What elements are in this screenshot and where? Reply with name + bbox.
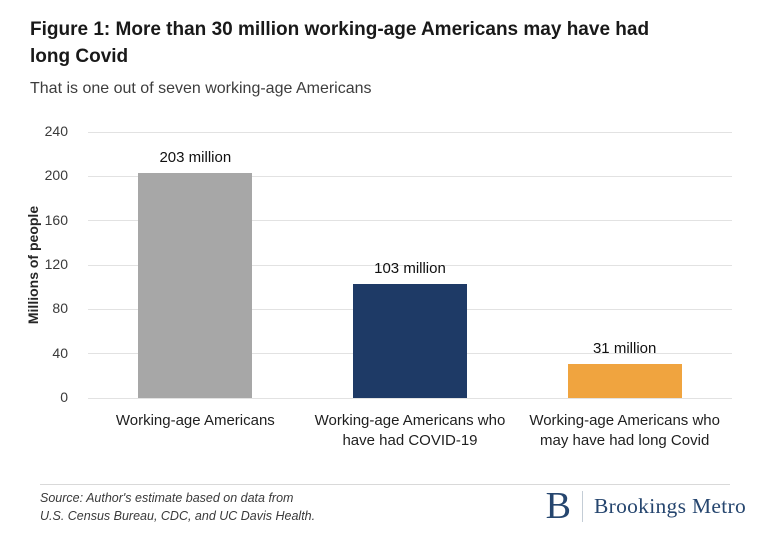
grid-line bbox=[88, 264, 732, 266]
figure-title-line-2: long Covid bbox=[30, 45, 129, 67]
y-tick-label: 80 bbox=[52, 300, 68, 317]
y-tick-label: 0 bbox=[60, 389, 68, 405]
source-note: Source: Author's estimate based on data … bbox=[40, 490, 315, 526]
bar bbox=[352, 283, 467, 398]
bar bbox=[138, 173, 253, 398]
y-tick-label: 240 bbox=[44, 123, 68, 139]
figure-title: Figure 1: More than 30 million working-a… bbox=[30, 17, 720, 71]
bar-category-label: Working-age Americans bbox=[115, 412, 275, 429]
bar-category-label: Working-age Americans who may have had l… bbox=[529, 412, 720, 450]
footer-divider bbox=[40, 484, 730, 485]
bar-value-label: 103 million bbox=[374, 259, 446, 277]
bar-value-label: 203 million bbox=[159, 149, 232, 167]
source-note-line-2: U.S. Census Bureau, CDC, and UC Davis He… bbox=[40, 508, 316, 523]
logo-wordmark: Brookings Metro bbox=[593, 493, 746, 518]
grid-line bbox=[88, 131, 732, 133]
y-tick-label: 160 bbox=[44, 211, 68, 228]
figure-subtitle: That is one out of seven working-age Ame… bbox=[30, 80, 372, 97]
grid-line bbox=[88, 397, 732, 399]
bar bbox=[567, 363, 682, 398]
figure-title-line-1: Figure 1: More than 30 million working-a… bbox=[30, 19, 650, 40]
y-tick-label: 120 bbox=[44, 256, 68, 272]
plot-area: 203 million Working-age Americans 103 mill… bbox=[88, 131, 732, 450]
grid-line bbox=[88, 175, 732, 177]
logo-divider-icon bbox=[581, 490, 583, 522]
brookings-logo: B Brookings Metro bbox=[545, 485, 746, 527]
y-tick-labels: 0 40 80 120 160 200 240 bbox=[0, 123, 78, 405]
bar-band: 31 million Working-age Americans who may … bbox=[517, 132, 732, 450]
y-tick-label: 40 bbox=[52, 344, 68, 361]
logo-b-mark: B bbox=[545, 485, 571, 527]
bar-value-label: 31 million bbox=[592, 339, 657, 357]
bar-band: 103 million Working-age Americans who hav… bbox=[303, 132, 518, 449]
grid-line bbox=[88, 220, 732, 222]
bar-band: 203 million Working-age Americans bbox=[88, 132, 303, 429]
source-note-line-1: Source: Author's estimate based on data … bbox=[40, 491, 294, 505]
bar-category-label: Working-age Americans who have had COVID… bbox=[314, 412, 506, 450]
bar-chart: Millions of people 0 40 80 120 160 200 240 203… bbox=[0, 113, 768, 473]
y-tick-label: 200 bbox=[44, 167, 68, 184]
